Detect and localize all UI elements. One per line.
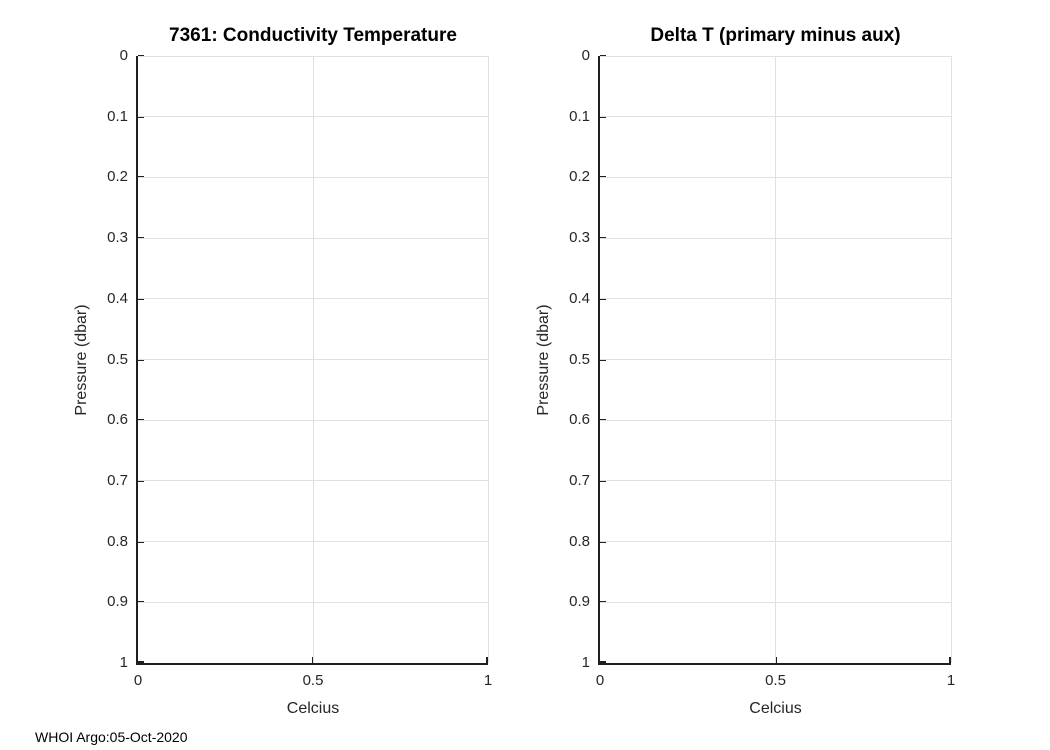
y-gridline (138, 176, 488, 178)
x-tick-label: 0.5 (765, 672, 786, 689)
chart-title: 7361: Conductivity Temperature (169, 25, 457, 46)
x-axis-label: Celcius (286, 700, 340, 717)
y-gridline (138, 541, 488, 543)
y-tick-label: 0.3 (107, 229, 128, 247)
x-tick-mark (486, 657, 488, 663)
y-gridline (600, 298, 951, 300)
y-tick-label: 0.4 (107, 289, 128, 307)
y-tick-label: 0.9 (107, 593, 128, 611)
y-gridline (138, 480, 488, 482)
x-tick-label: 0.5 (302, 672, 324, 689)
x-tick-label: 1 (483, 672, 493, 689)
x-tick-label: 0 (133, 672, 143, 689)
y-gridline (600, 480, 951, 482)
y-gridline (138, 55, 488, 57)
y-axis-label: Pressure (dbar) (73, 303, 90, 416)
y-gridline (138, 298, 488, 300)
y-gridline (138, 237, 488, 239)
y-gridline (600, 601, 951, 603)
y-tick-label: 0.5 (107, 350, 128, 368)
y-tick-label: 0.1 (569, 107, 590, 125)
y-tick-mark (600, 661, 606, 663)
y-tick-label: 0.7 (107, 471, 128, 489)
y-tick-label: 0 (581, 47, 590, 64)
y-tick-label: 0.1 (107, 107, 128, 125)
plot-area: 1 0.9 0.8 0.7 0.6 0.5 0.4 0.3 0.2 0.1 0 Delta T (p… (535, 25, 955, 717)
y-gridline (600, 541, 951, 543)
y-gridline (138, 116, 488, 118)
y-tick-label: 1 (119, 654, 128, 671)
y-tick-mark (138, 661, 144, 663)
y-tick-label: 0.4 (569, 289, 590, 307)
y-axis-label: Pressure (dbar) (535, 303, 552, 416)
y-tick-label: 0.5 (569, 350, 590, 368)
y-tick-label: 0.6 (569, 411, 590, 429)
y-tick-label: 0.7 (569, 471, 590, 489)
x-gridline (487, 56, 489, 663)
footer-note: WHOI Argo:05-Oct-2020 (35, 729, 188, 745)
y-gridline (138, 359, 488, 360)
y-tick-label: 1 (581, 654, 590, 671)
plot-area: 1 0.9 0.8 0.7 0.6 0.5 0.4 0.3 0.2 0.1 0 7361: Cond… (73, 25, 492, 717)
x-tick-label: 0 (595, 672, 605, 689)
y-tick-label: 0.2 (107, 168, 128, 186)
y-tick-label: 0 (119, 47, 128, 64)
y-gridline (138, 419, 488, 421)
y-tick-label: 0.6 (107, 411, 128, 429)
x-tick-label: 1 (946, 672, 956, 689)
y-gridline (138, 601, 488, 603)
y-gridline (600, 359, 951, 360)
y-gridline (600, 176, 951, 178)
y-tick-label: 0.3 (569, 229, 590, 247)
x-axis-label: Celcius (749, 700, 802, 717)
y-tick-label: 0.8 (107, 532, 128, 550)
y-gridline (600, 55, 951, 57)
y-tick-label: 0.9 (569, 593, 590, 611)
y-tick-label: 0.8 (569, 532, 590, 550)
y-gridline (600, 237, 951, 239)
y-gridline (600, 419, 951, 421)
x-tick-mark (949, 657, 951, 663)
y-gridline (600, 116, 951, 118)
chart-title: Delta T (primary minus aux) (650, 25, 901, 46)
y-tick-label: 0.2 (569, 168, 590, 186)
x-gridline (950, 56, 952, 663)
